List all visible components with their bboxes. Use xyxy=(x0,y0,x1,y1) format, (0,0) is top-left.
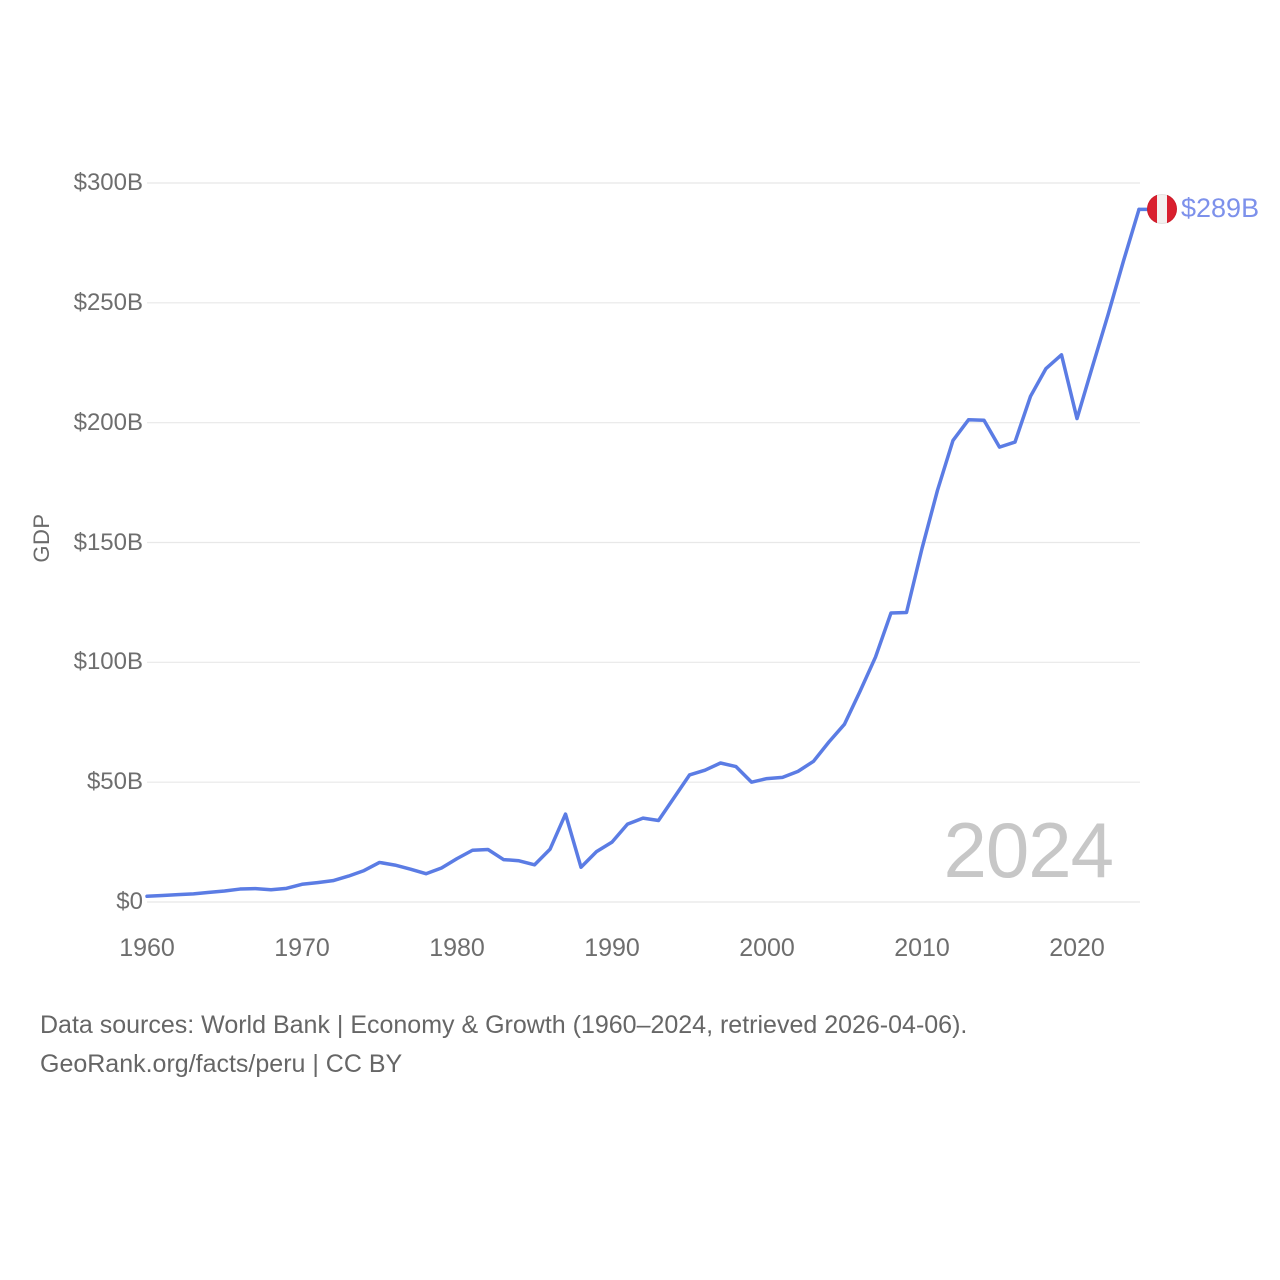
x-axis-tick-label: 2010 xyxy=(894,934,950,962)
x-axis-tick-label: 1960 xyxy=(119,934,175,962)
gdp-line-series xyxy=(145,207,1141,898)
footer-sources-line: Data sources: World Bank | Economy & Gro… xyxy=(40,1011,968,1039)
y-axis-tick-label: $300B xyxy=(73,169,143,196)
y-axis-tick-label: $0 xyxy=(116,888,143,915)
x-axis-tick-label: 1990 xyxy=(584,934,640,962)
year-watermark: 2024 xyxy=(943,806,1114,894)
y-axis-tick-label: $100B xyxy=(73,648,143,676)
peru-flag-icon xyxy=(1147,194,1177,224)
footer: Data sources: World Bank | Economy & Gro… xyxy=(40,1006,967,1084)
footer-attribution-line: GeoRank.org/facts/peru | CC BY xyxy=(40,1050,403,1078)
y-axis-tick-label: $150B xyxy=(73,528,143,556)
x-axis-tick-label: 1970 xyxy=(274,934,330,962)
x-axis-tick-label: 2020 xyxy=(1049,934,1105,962)
y-axis-tick-label: $200B xyxy=(73,408,143,436)
x-axis-tick-label: 2000 xyxy=(739,934,795,962)
y-axis-tick-label: $50B xyxy=(86,768,143,796)
x-axis-tick-label: 1980 xyxy=(429,934,485,962)
end-value-label: $289B xyxy=(1181,193,1260,223)
y-axis-tick-label: $250B xyxy=(73,288,143,316)
